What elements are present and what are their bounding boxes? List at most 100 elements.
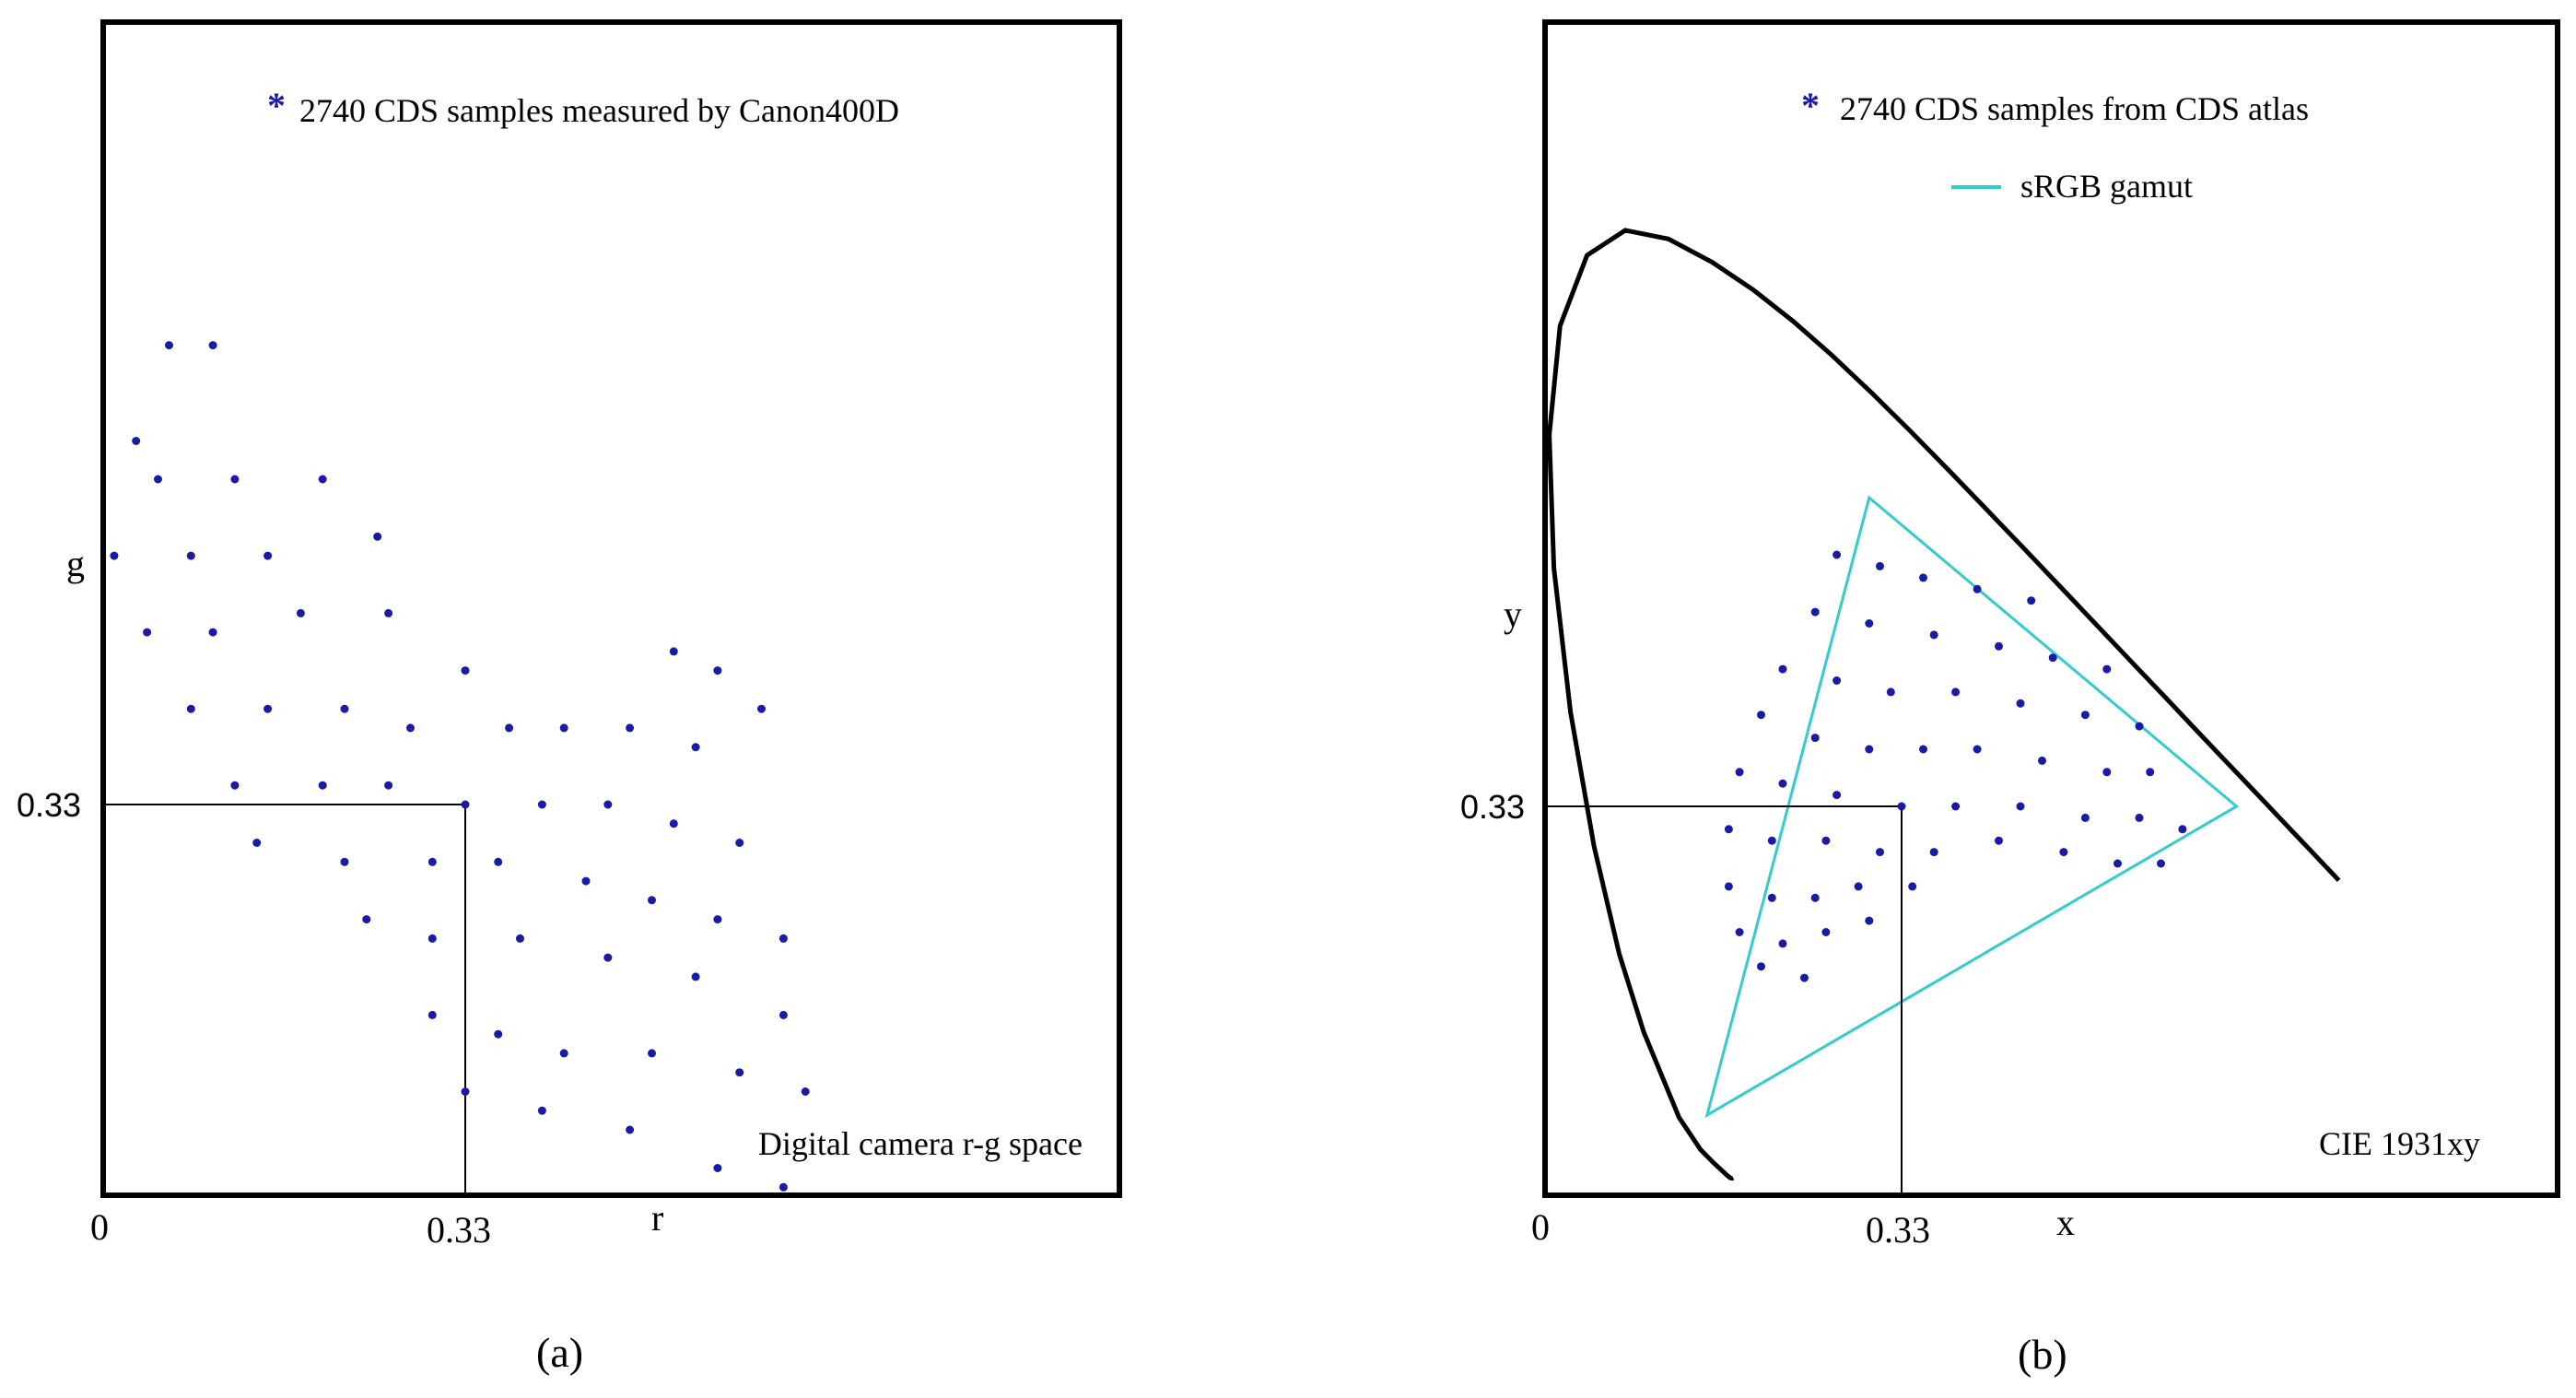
panel-a-sample-point [626,1125,635,1134]
panel-a-sample-point [779,1182,788,1192]
panel-a-sample-point [516,934,524,943]
panel-b-sample-point [1854,882,1863,891]
panel-b-sample-point [2157,859,2165,868]
panel-a-sample-point [384,608,393,617]
panel-a-sample-point [648,1049,656,1058]
panel-b-sample-point [1929,848,1938,857]
panel-b-corner-label: CIE 1931xy [2319,1125,2480,1162]
panel-a-sample-point [494,857,503,866]
panel-a-sample-point [648,896,656,905]
panel-b-caption: (b) [2018,1331,2067,1378]
panel-a-sample-point [296,608,305,617]
panel-a-xtick-033: 0.33 [427,1209,491,1251]
panel-b-sample-point [2059,848,2068,857]
panel-a-sample-point [154,475,162,484]
panel-b-sample-point [1757,962,1765,971]
panel-b-ytick-033: 0.33 [1460,788,1525,826]
panel-b-sample-point [1995,641,2003,651]
panel-a-sample-point [505,723,514,733]
panel-a-sample-point [384,781,393,790]
panel-b-sample-point [1778,939,1787,948]
panel-b-sample-point [1724,882,1733,891]
panel-a-sample-point [603,953,613,962]
panel-b-sample-point [1810,893,1820,902]
panel-b-sample-point [1973,584,1982,593]
panel-b-sample-point [1876,561,1884,570]
panel-a-sample-point [603,800,613,809]
panel-b-sample-point [2016,802,2025,811]
panel-a-sample-point [252,839,262,847]
panel-a-sample-point [165,341,173,350]
panel-a-points [110,341,810,1192]
panel-b-sample-point [1865,619,1874,628]
panel-b-sample-point [2135,813,2144,822]
panel-b-sample-point [2102,664,2112,674]
panel-a-sample-point [713,666,722,676]
panel-b-sample-point [1897,802,1906,811]
panel-a-sample-point [581,876,591,886]
panel-b-sample-point [1865,745,1874,754]
panel-b-legend-label-2: sRGB gamut [2020,168,2193,205]
panel-b-xtick-0: 0 [1531,1206,1550,1248]
panel-b-sample-point [1757,711,1765,720]
panel-b-xtick-033: 0.33 [1866,1209,1930,1251]
panel-a-sample-point [427,857,437,866]
panel-b-xlabel: x [2056,1202,2075,1243]
panel-a-sample-point [779,934,788,943]
panel-b-sample-point [1973,745,1982,754]
panel-a-sample-point [186,551,195,560]
panel-a-sample-point [626,723,635,733]
panel-a-sample-point [132,437,141,445]
panel-b-sample-point [1908,882,1917,891]
panel-a-sample-point [362,915,371,924]
panel-b-sample-point [2038,756,2046,765]
panel-b-sample-point [2016,699,2025,708]
panel-a-legend-marker: * [267,85,286,126]
panel-b-sample-point [2178,825,2187,834]
panel-a-sample-point [406,723,415,733]
panel-b-sample-point [1724,825,1733,834]
panel-a-sample-point [779,1010,788,1019]
panel-b-sample-point [1735,928,1744,936]
panel-a-sample-point [494,1029,503,1039]
panel-b-legend-marker: * [1801,85,1820,126]
panel-b-sample-point [1832,550,1842,559]
panel-a-sample-point [559,723,568,733]
panel-a-sample-point [427,934,437,943]
panel-b-sample-point [1810,607,1820,617]
panel-a-sample-point [713,915,722,924]
panel-b-sample-point [1886,687,1895,697]
panel-b-sample-point [1767,893,1776,902]
panel-a-sample-point [669,647,678,656]
panel-a-sample-point [263,704,273,713]
panel-b-sample-point [1951,687,1961,697]
panel-b-sample-point [2027,596,2036,605]
panel-b-sample-point [1995,836,2003,845]
panel-a-legend-label: 2740 CDS samples measured by Canon400D [299,92,899,129]
panel-a-sample-point [230,781,240,790]
spectral-locus [1547,228,2341,1181]
panel-b-points [1724,550,2187,982]
panel-a-sample-point [208,341,217,350]
panel-a-sample-point [340,704,349,713]
panel-a-sample-point [110,551,119,560]
panel-a-sample-point [757,704,766,713]
panel-a-sample-point [373,532,382,541]
panel-b-chart: * 2740 CDS samples from CDS atlas sRGB g… [1460,19,2560,1378]
panel-b-sample-point [1929,630,1938,640]
panel-b-sample-point [1865,916,1874,925]
panel-b-sample-point [1800,973,1809,982]
panel-b-sample-point [2135,722,2144,731]
panel-a-sample-point [461,1087,470,1096]
panel-b-sample-point [2080,711,2090,720]
panel-a-xlabel: r [651,1197,663,1239]
panel-a-caption: (a) [536,1329,583,1376]
panel-a-sample-point [186,704,195,713]
panel-a-sample-point [208,628,217,637]
panel-a-corner-label: Digital camera r-g space [758,1125,1083,1162]
panel-b-frame [1542,19,2560,1198]
panel-a-sample-point [669,819,678,828]
panel-b-sample-point [1832,676,1842,685]
panel-b-sample-point [1951,802,1961,811]
